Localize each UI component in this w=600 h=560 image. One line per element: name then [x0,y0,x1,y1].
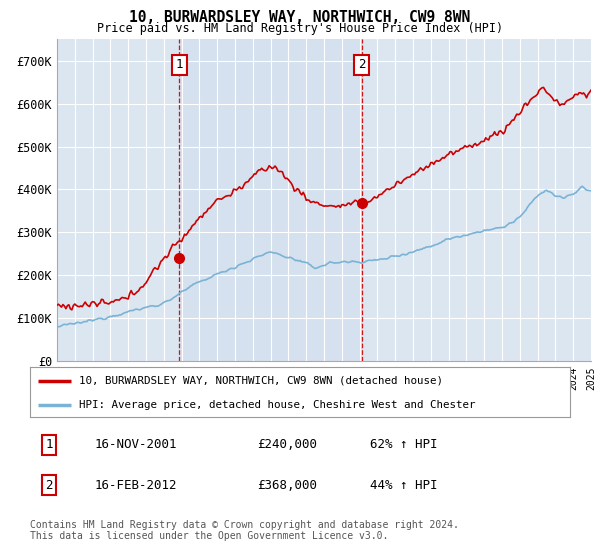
Text: 2: 2 [45,479,53,492]
Text: 1: 1 [176,58,183,72]
Text: 62% ↑ HPI: 62% ↑ HPI [370,438,438,451]
Text: 2: 2 [358,58,365,72]
Text: Price paid vs. HM Land Registry's House Price Index (HPI): Price paid vs. HM Land Registry's House … [97,22,503,35]
Text: 10, BURWARDSLEY WAY, NORTHWICH, CW9 8WN: 10, BURWARDSLEY WAY, NORTHWICH, CW9 8WN [130,10,470,25]
Bar [179,39,362,361]
Text: £240,000: £240,000 [257,438,317,451]
Text: 1: 1 [45,438,53,451]
Text: 16-FEB-2012: 16-FEB-2012 [95,479,178,492]
Text: £368,000: £368,000 [257,479,317,492]
Text: Contains HM Land Registry data © Crown copyright and database right 2024.
This d: Contains HM Land Registry data © Crown c… [30,520,459,542]
Text: 16-NOV-2001: 16-NOV-2001 [95,438,178,451]
Text: 10, BURWARDSLEY WAY, NORTHWICH, CW9 8WN (detached house): 10, BURWARDSLEY WAY, NORTHWICH, CW9 8WN … [79,376,443,386]
Text: HPI: Average price, detached house, Cheshire West and Chester: HPI: Average price, detached house, Ches… [79,400,475,409]
Text: 44% ↑ HPI: 44% ↑ HPI [370,479,438,492]
